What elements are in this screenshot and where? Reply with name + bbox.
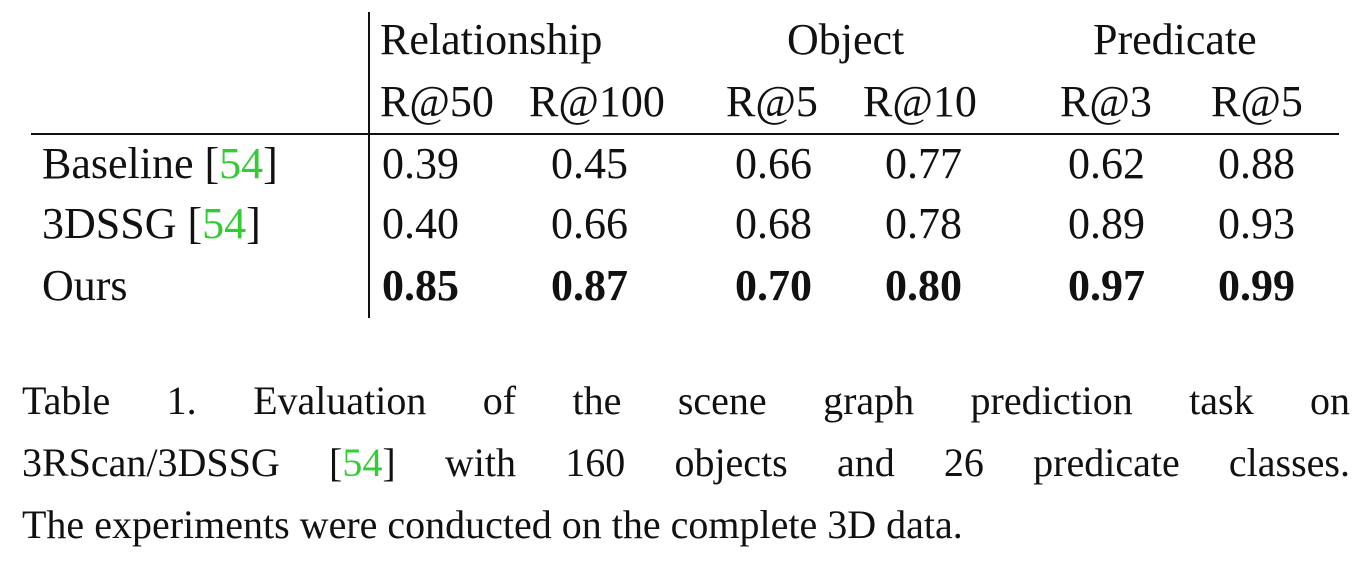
- table-cell: 0.89: [1068, 199, 1145, 248]
- table-cell: 0.39: [382, 139, 459, 188]
- metric-header-pred-r5: R@5: [1211, 77, 1303, 126]
- table-cell: 0.78: [885, 199, 962, 248]
- vertical-rule: [368, 12, 370, 318]
- table-cell-best: 0.87: [551, 261, 628, 310]
- table-cell: 0.45: [551, 139, 628, 188]
- table-cell-best: 0.85: [382, 261, 459, 310]
- group-header-object: Object: [787, 15, 905, 64]
- citation-link[interactable]: 54: [202, 199, 247, 248]
- table-cell: 0.66: [735, 139, 812, 188]
- metric-header-pred-r3: R@3: [1060, 77, 1152, 126]
- citation-link[interactable]: 54: [342, 440, 383, 485]
- table-cell: 0.88: [1218, 139, 1295, 188]
- caption-line-2: 3RScan/3DSSG [54] with 160 objects and 2…: [22, 440, 1351, 485]
- table-cell-best: 0.70: [735, 261, 812, 310]
- table-caption: Table 1. Evaluation of the scene graph p…: [22, 370, 1350, 556]
- table-cell: 0.62: [1068, 139, 1145, 188]
- table-cell: 0.66: [551, 199, 628, 248]
- group-header-relationship: Relationship: [380, 15, 603, 64]
- metric-header-r100: R@100: [529, 77, 665, 126]
- metric-header-obj-r5: R@5: [726, 77, 818, 126]
- caption-line-1: Table 1. Evaluation of the scene graph p…: [22, 378, 1350, 423]
- table-cell: 0.68: [735, 199, 812, 248]
- table-cell-best: 0.97: [1068, 261, 1145, 310]
- citation-link[interactable]: 54: [219, 139, 264, 188]
- metric-header-obj-r10: R@10: [863, 77, 977, 126]
- table-cell-best: 0.99: [1218, 261, 1295, 310]
- table-cell: 0.77: [885, 139, 962, 188]
- table-cell: 0.93: [1218, 199, 1295, 248]
- group-header-predicate: Predicate: [1093, 15, 1257, 64]
- header-rule: [31, 133, 1339, 135]
- row-method-ours: Ours: [42, 261, 128, 310]
- table-cell: 0.40: [382, 199, 459, 248]
- caption-line-3: The experiments were conducted on the co…: [22, 502, 963, 547]
- row-method-3dssg: 3DSSG [54]: [42, 199, 261, 248]
- metric-header-r50: R@50: [380, 77, 494, 126]
- table-cell-best: 0.80: [885, 261, 962, 310]
- row-method-baseline: Baseline [54]: [42, 139, 278, 188]
